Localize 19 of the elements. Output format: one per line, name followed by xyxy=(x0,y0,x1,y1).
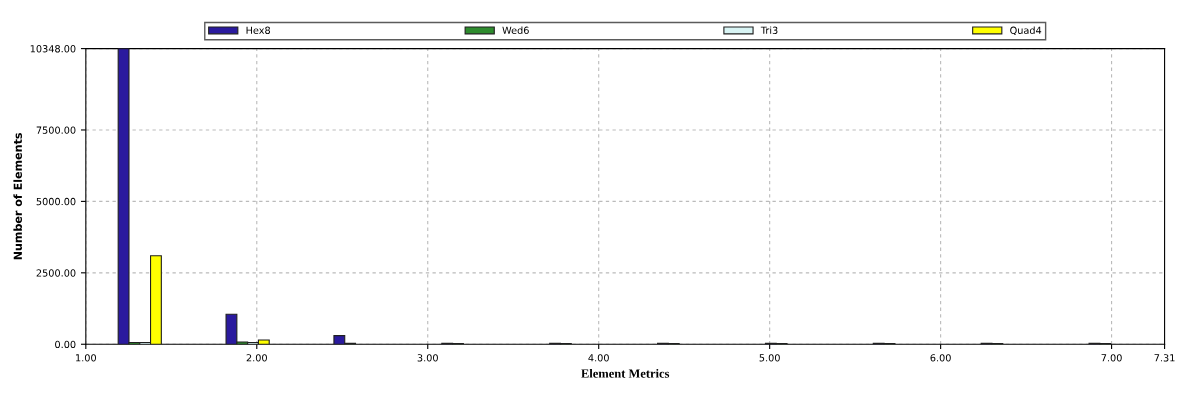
x-tick-label: 4.00 xyxy=(588,354,609,362)
y-tick-label: 10348.00 xyxy=(30,45,76,53)
y-tick-label: 5000.00 xyxy=(36,197,76,206)
legend-label: Wed6 xyxy=(502,26,529,34)
y-tick-label: 2500.00 xyxy=(36,269,76,277)
x-tick-label: 2.00 xyxy=(246,354,267,362)
legend-label: Tri3 xyxy=(760,26,778,34)
y-tick-label: 0.00 xyxy=(55,340,76,349)
y-axis-title: Number of Elements xyxy=(13,133,22,260)
x-tick-label: 7.00 xyxy=(1101,354,1122,362)
y-tick-label: 7500.00 xyxy=(36,126,76,134)
legend-label: Hex8 xyxy=(246,26,271,34)
legend-label: Quad4 xyxy=(1010,26,1042,36)
x-tick-label: 6.00 xyxy=(930,354,951,362)
x-tick-label: 3.00 xyxy=(417,354,438,362)
x-tick-label: 5.00 xyxy=(759,354,780,362)
x-tick-label: 7.31 xyxy=(1154,354,1175,362)
x-axis-title: Element Metrics xyxy=(581,368,670,378)
x-tick-label: 1.00 xyxy=(76,354,96,362)
